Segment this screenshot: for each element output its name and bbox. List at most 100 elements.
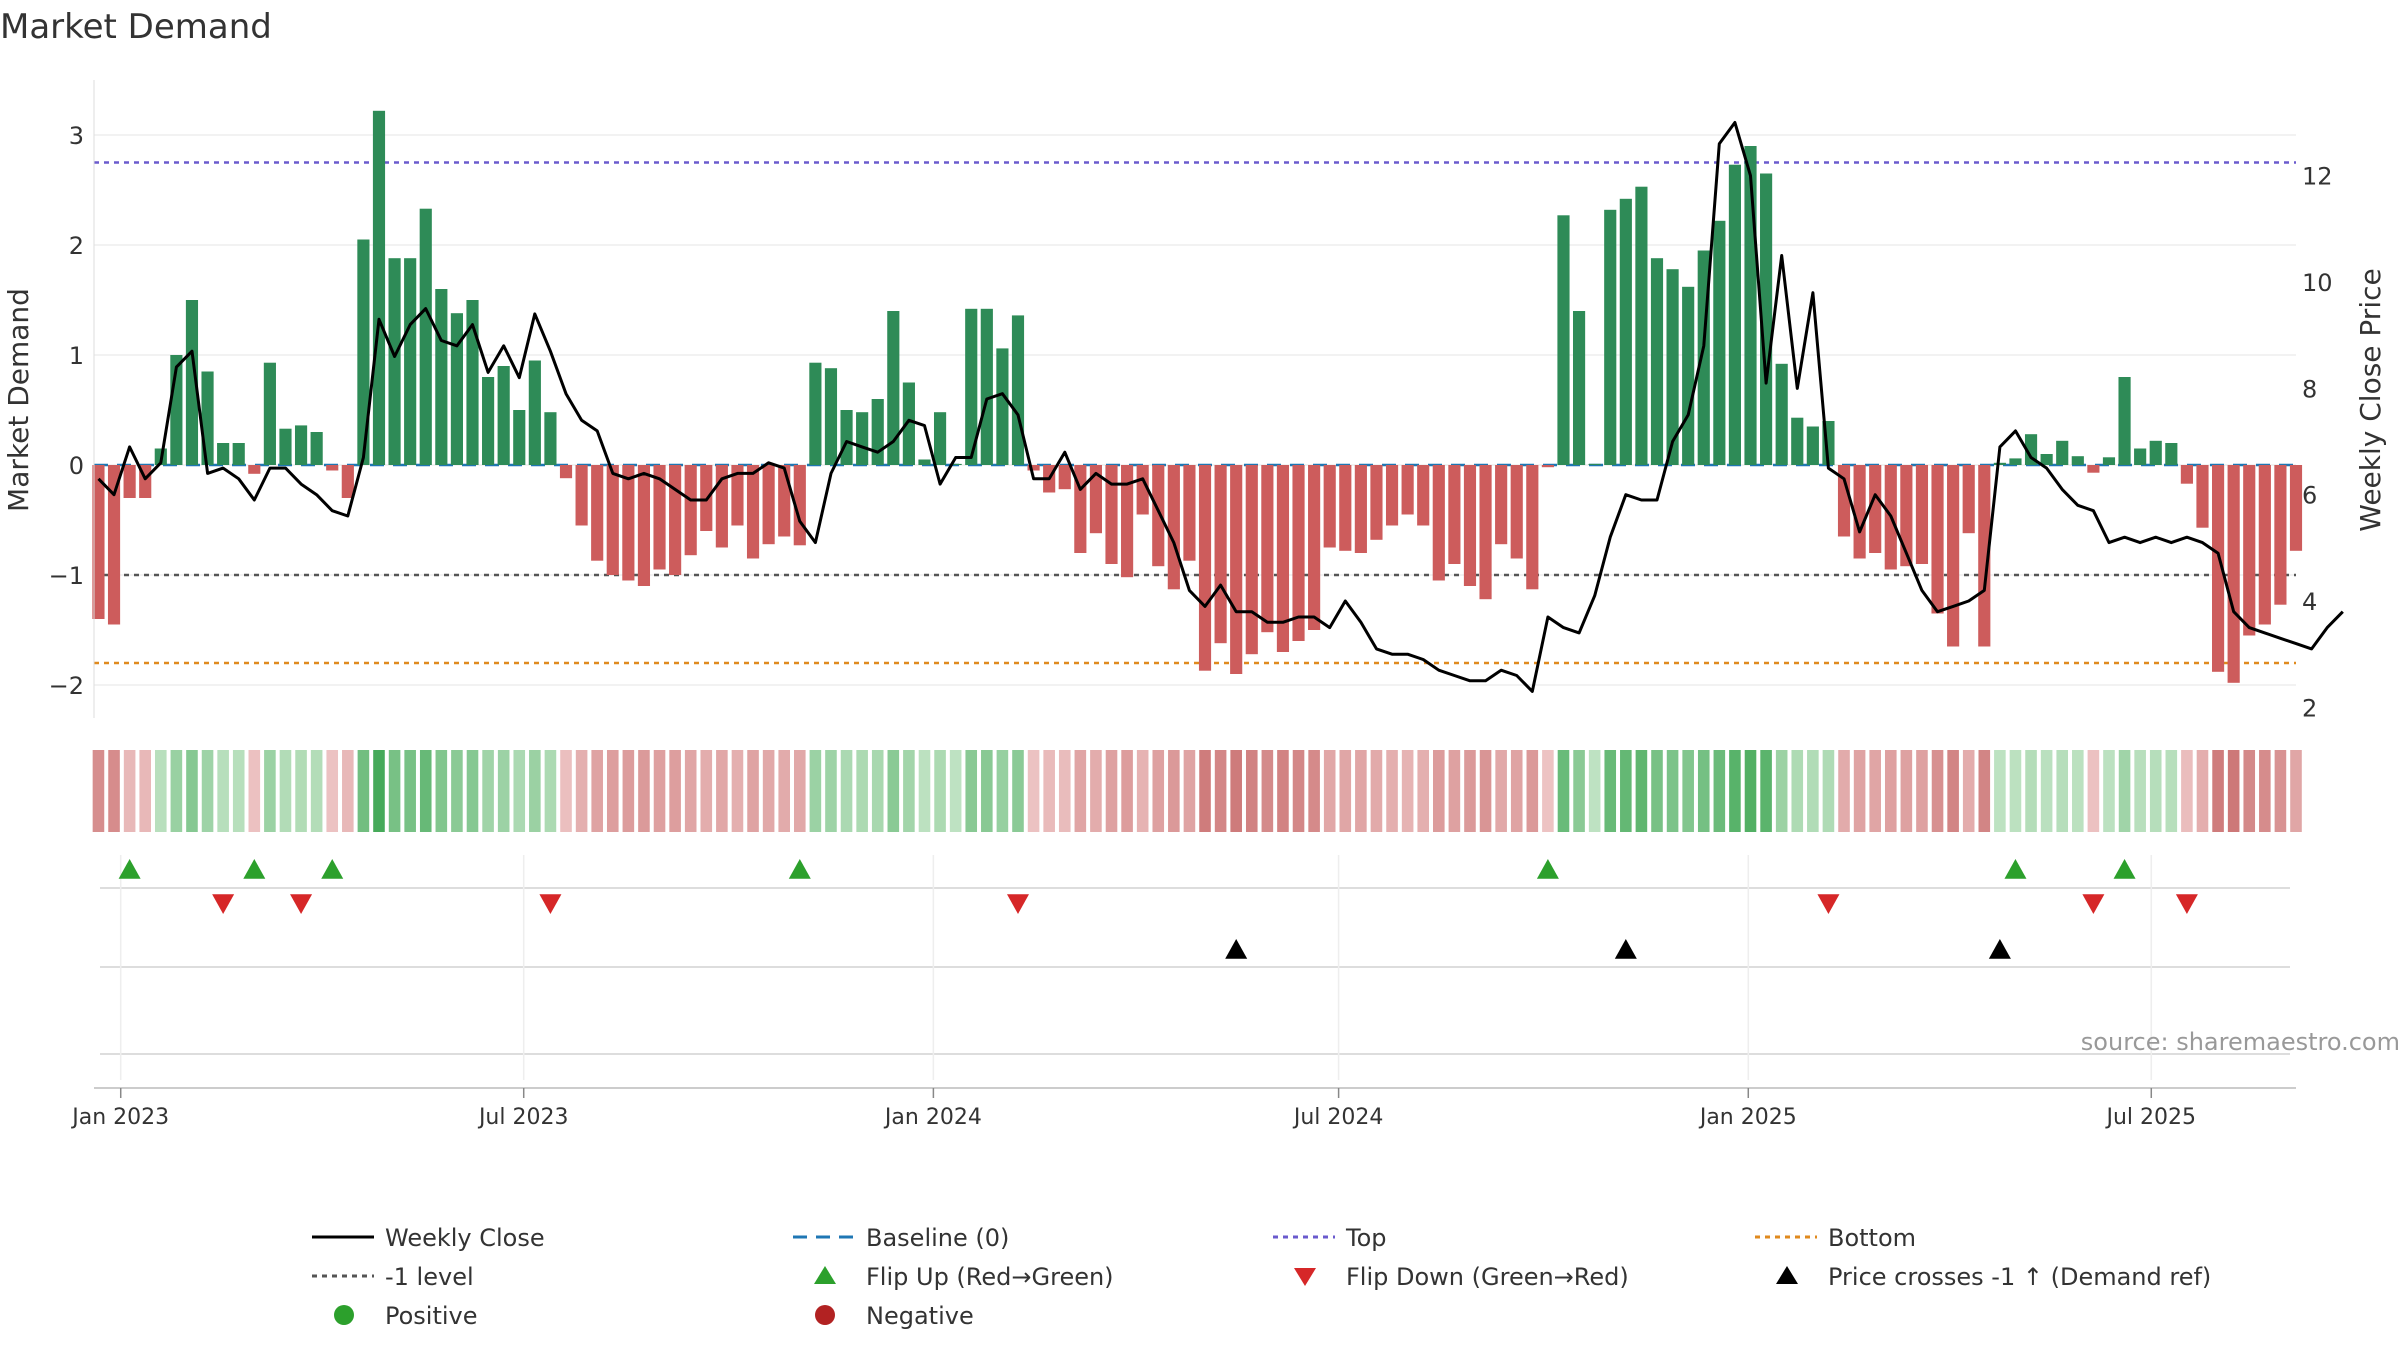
demand-bar-negative (1479, 465, 1492, 600)
heat-cell (232, 750, 245, 832)
flip-up-marker (2113, 859, 2136, 879)
heat-cell (2118, 750, 2131, 832)
flip-down-marker (212, 894, 235, 914)
demand-bar-positive (840, 410, 853, 465)
legend-label: Top (1345, 1224, 1387, 1252)
heat-cell (1043, 750, 1055, 832)
heat-cell (1090, 750, 1102, 832)
demand-bar-negative (2274, 465, 2287, 605)
y-tick-label: −1 (49, 562, 84, 590)
demand-bar-positive (513, 410, 526, 465)
demand-bar-positive (2009, 458, 2022, 465)
demand-bar-negative (2243, 465, 2256, 636)
demand-bar-positive (497, 366, 510, 465)
heat-cell (2212, 750, 2224, 832)
heat-cell (1620, 750, 1632, 832)
heat-cell (996, 750, 1009, 832)
heat-cell (1105, 750, 1118, 832)
demand-bar-negative (1401, 465, 1414, 515)
heat-cell (1573, 750, 1585, 832)
demand-bar-negative (1245, 465, 1258, 655)
demand-bar-positive (856, 412, 869, 465)
legend-label: Price crosses -1 ↑ (Demand ref) (1828, 1263, 2211, 1291)
heat-cell (1012, 750, 1024, 832)
y2-tick-label: 8 (2302, 375, 2317, 403)
heat-cell (1838, 750, 1850, 832)
x-tick-label: Jan 2024 (883, 1105, 982, 1130)
demand-bar-positive (1650, 258, 1664, 465)
flip-down-marker (2175, 894, 2198, 914)
flip-down-marker (2082, 894, 2105, 914)
demand-bar-negative (1354, 465, 1367, 553)
demand-bar-negative (1198, 465, 1212, 671)
heat-cell (342, 750, 354, 832)
heat-cell (1323, 750, 1336, 832)
demand-bar-negative (2196, 465, 2209, 528)
heat-cell (903, 750, 915, 832)
heat-cell (388, 750, 401, 832)
heat-cell (871, 750, 884, 832)
legend-label: Positive (385, 1302, 478, 1330)
demand-bar-positive (2056, 440, 2069, 465)
demand-bar-negative (1962, 465, 1975, 534)
heat-cell (1588, 750, 1601, 832)
demand-bar-positive (2024, 434, 2038, 465)
demand-bar-positive (279, 428, 292, 465)
heat-cell (981, 750, 993, 832)
heat-cell (123, 750, 136, 832)
demand-bar-positive (902, 382, 915, 465)
heat-cell (279, 750, 292, 832)
heat-cell (2072, 750, 2084, 832)
heat-cell (653, 750, 666, 832)
demand-bar-negative (248, 465, 261, 474)
demand-bar-positive (2118, 377, 2131, 465)
demand-bar-negative (715, 465, 728, 548)
flip-down-marker (539, 894, 562, 914)
heat-cell (1791, 750, 1804, 832)
heat-cell (155, 750, 167, 832)
heat-cell (606, 750, 619, 832)
heat-cell (2134, 750, 2146, 832)
demand-bar-positive (435, 289, 448, 465)
heat-cell (638, 750, 650, 832)
demand-bar-negative (1308, 465, 1321, 630)
y-tick-label: 3 (69, 122, 84, 150)
heat-cell (794, 750, 806, 832)
heat-cell (1136, 750, 1149, 832)
demand-bar-positive (2134, 448, 2147, 465)
demand-bar-negative (1276, 465, 1290, 652)
heat-cell (1807, 750, 1819, 832)
demand-bar-negative (1105, 465, 1118, 564)
heat-cell (217, 750, 229, 832)
demand-bar-positive (1011, 315, 1025, 465)
demand-bar-negative (1136, 465, 1149, 515)
demand-bar-positive (824, 368, 838, 465)
reference-lines (94, 161, 2296, 665)
demand-bar-positive (1666, 269, 1679, 465)
flip-up-marker (1536, 859, 1559, 879)
heat-cell (778, 750, 791, 832)
y-tick-label: 0 (69, 452, 84, 480)
x-tick-label: Jul 2024 (1292, 1105, 1384, 1130)
demand-bar-positive (1993, 462, 2006, 465)
demand-bar-negative (746, 465, 760, 559)
heat-cell (1697, 750, 1710, 832)
demand-bar-positive (1713, 220, 1726, 465)
heat-cell (264, 750, 276, 832)
demand-bar-negative (762, 465, 775, 545)
heat-cell (2165, 750, 2178, 832)
y-tick-label: −2 (49, 672, 84, 700)
heat-cell (1230, 750, 1242, 832)
price-cross-marker (1614, 939, 1637, 959)
demand-bar-negative (1027, 465, 1040, 471)
demand-bar-positive (1806, 426, 1819, 465)
demand-bar-negative (1900, 465, 1913, 567)
heat-cell (2181, 750, 2193, 832)
demand-bar-negative (92, 465, 105, 619)
demand-bar-positive (1557, 215, 1570, 465)
y2-axis-label: Weekly Close Price (2354, 268, 2387, 531)
heat-cell (2243, 750, 2256, 832)
demand-bar-positive (1619, 198, 1632, 466)
demand-bar-positive (357, 239, 370, 465)
demand-bars (92, 110, 2303, 683)
